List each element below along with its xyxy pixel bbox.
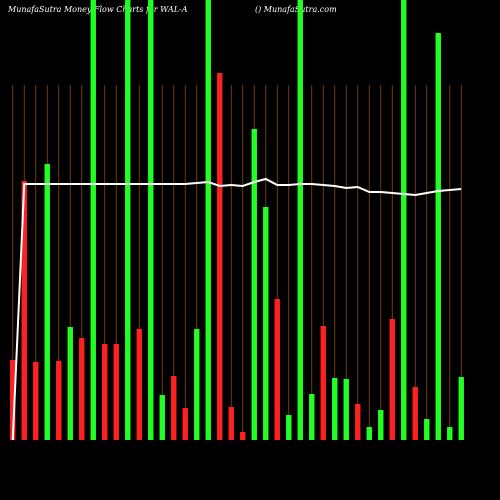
bar [274,299,280,440]
bar [251,129,257,440]
bar [79,338,85,440]
bar [332,378,338,440]
bar [447,427,453,440]
bar [67,327,73,440]
bar [458,377,464,440]
bar [136,329,142,440]
bar [309,394,315,440]
bar [263,207,269,440]
bar [159,395,165,440]
bar [343,379,349,440]
bar [424,419,430,440]
bar [21,181,27,440]
bar [102,344,108,440]
bar [205,0,211,440]
bar [171,376,177,440]
bar [182,408,188,440]
bar [320,326,326,440]
chart-title: MunafaSutra Money Flow Charts for WAL-A [7,5,188,14]
chart-subtitle: () MunafaSutra.com [255,5,337,14]
bar [366,427,372,440]
bar [10,360,16,440]
bar [113,344,119,440]
bar [194,329,200,440]
bar [286,415,292,440]
bar [412,387,418,440]
bar [90,0,96,440]
bar [125,0,131,440]
bar [228,407,234,440]
bar [355,404,361,440]
bar [378,410,384,440]
bar [297,0,303,440]
bar [240,432,246,440]
bar [44,164,50,440]
bar [148,0,154,440]
bar [401,0,407,440]
bar [217,73,223,440]
bar [389,319,395,440]
bar [33,362,39,440]
money-flow-line [11,177,462,441]
bar [56,361,62,440]
bar [435,33,441,440]
